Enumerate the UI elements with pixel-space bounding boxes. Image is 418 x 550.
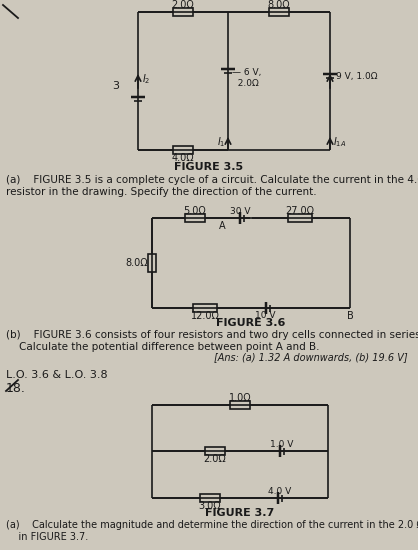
Text: $I_1$: $I_1$	[217, 135, 225, 149]
Bar	[185, 214, 205, 222]
Text: 12.0Ω: 12.0Ω	[191, 311, 219, 321]
Text: 2.0Ω: 2.0Ω	[172, 0, 194, 10]
Text: 30 V: 30 V	[230, 207, 250, 216]
Text: 8.0Ω: 8.0Ω	[268, 0, 291, 10]
Text: L.O. 3.6 & L.O. 3.8: L.O. 3.6 & L.O. 3.8	[6, 370, 107, 380]
Text: 1.0Ω: 1.0Ω	[229, 393, 251, 403]
Bar	[230, 401, 250, 409]
Text: 3.0Ω: 3.0Ω	[199, 501, 221, 511]
Text: 3: 3	[112, 81, 120, 91]
Bar	[288, 214, 312, 222]
Text: 8.0Ω: 8.0Ω	[125, 258, 148, 268]
Text: B: B	[347, 311, 353, 321]
Text: $I_2$: $I_2$	[142, 72, 150, 86]
Text: [Ans: (a) 1.32 A downwards, (b) 19.6 V]: [Ans: (a) 1.32 A downwards, (b) 19.6 V]	[214, 352, 408, 362]
Bar	[173, 8, 193, 16]
Text: 2.0Ω: 2.0Ω	[204, 454, 227, 464]
Text: FIGURE 3.5: FIGURE 3.5	[174, 162, 244, 172]
Text: 10 V: 10 V	[255, 311, 275, 320]
Bar	[173, 146, 193, 154]
Text: $I_{1A}$: $I_{1A}$	[333, 135, 347, 149]
Bar	[200, 494, 220, 502]
Text: FIGURE 3.6: FIGURE 3.6	[216, 318, 285, 328]
Text: 18.: 18.	[6, 382, 26, 395]
Text: (b)    FIGURE 3.6 consists of four resistors and two dry cells connected in seri: (b) FIGURE 3.6 consists of four resistor…	[6, 330, 418, 351]
Text: 4.0 V: 4.0 V	[268, 487, 292, 496]
Bar	[148, 254, 156, 272]
Text: 27.0Ω: 27.0Ω	[285, 206, 314, 216]
Text: 4.0Ω: 4.0Ω	[172, 153, 194, 163]
Text: — 6 V,: — 6 V,	[232, 69, 261, 78]
Bar	[269, 8, 289, 16]
Text: A: A	[219, 221, 225, 231]
Bar	[205, 447, 225, 455]
Text: 2.0Ω: 2.0Ω	[232, 79, 259, 87]
Text: 1.0 V: 1.0 V	[270, 440, 294, 449]
Text: FIGURE 3.7: FIGURE 3.7	[205, 508, 275, 518]
Text: (a)    FIGURE 3.5 is a complete cycle of a circuit. Calculate the current in the: (a) FIGURE 3.5 is a complete cycle of a …	[6, 175, 418, 196]
Text: (a)    Calculate the magnitude and determine the direction of the current in the: (a) Calculate the magnitude and determin…	[6, 520, 418, 542]
Text: 9 V, 1.0Ω: 9 V, 1.0Ω	[336, 72, 377, 80]
Text: 5.0Ω: 5.0Ω	[184, 206, 206, 216]
Bar	[193, 304, 217, 312]
